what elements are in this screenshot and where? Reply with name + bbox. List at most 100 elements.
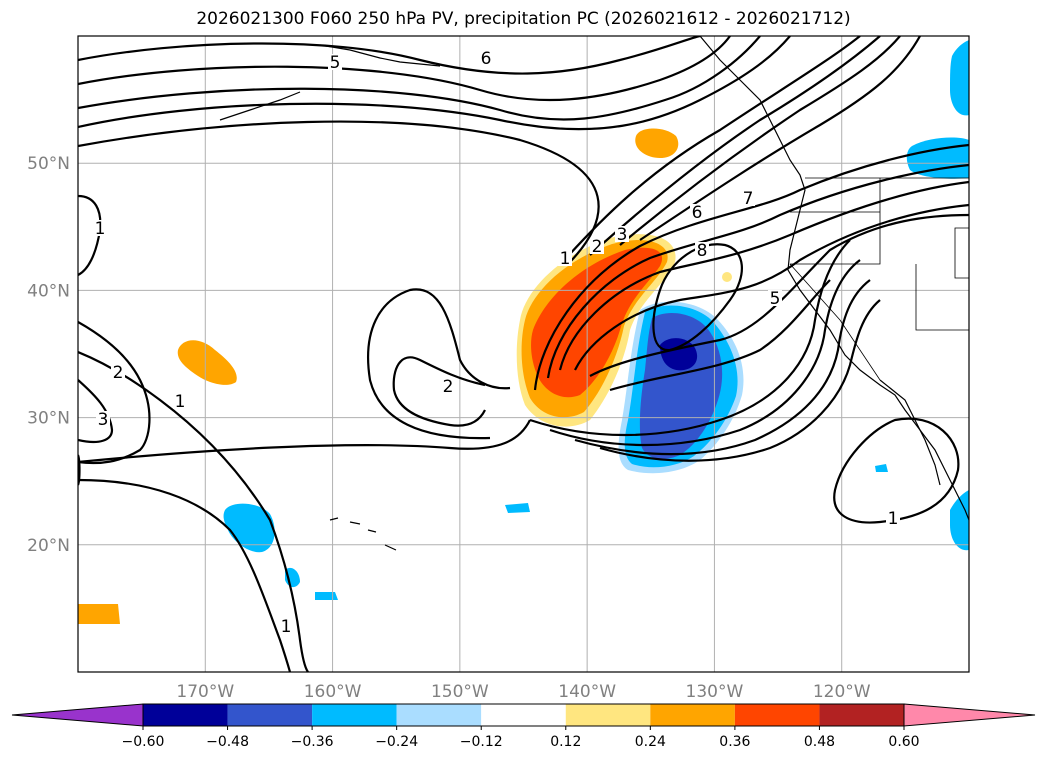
colorbar-segment [396, 704, 482, 726]
contour-label: 5 [330, 53, 341, 73]
contour-label: 6 [481, 49, 492, 69]
lon-label: 140°W [558, 682, 616, 702]
precip-blob-small [722, 272, 732, 282]
contour-label: 6 [692, 203, 703, 223]
colorbar-label: −0.60 [122, 734, 165, 750]
contour-label-bg [590, 238, 604, 254]
pv-contour [78, 120, 600, 263]
contour-label: 2 [113, 363, 124, 383]
precip-blob-neg-ne [950, 40, 969, 116]
pv-contour [78, 419, 531, 464]
lat-label: 20°N [27, 536, 70, 556]
contour-label-bg [695, 242, 709, 258]
precip-blob-west [177, 340, 237, 385]
contour-label: 2 [592, 237, 603, 257]
pv-contour [833, 417, 960, 524]
colorbar-segment [819, 704, 904, 726]
colorbar-label: −0.36 [291, 734, 334, 750]
pv-contour [78, 36, 761, 121]
contour-label-bg [690, 204, 704, 220]
pv-contour [549, 259, 861, 447]
colorbar-segment [734, 704, 820, 726]
precip-blob-gulf-alaska [635, 128, 679, 158]
pv-contour [559, 36, 861, 266]
political-borders [789, 177, 969, 381]
colorbar-segment [312, 704, 397, 726]
contour-label: 1 [281, 617, 292, 637]
lon-label: 130°W [686, 682, 744, 702]
coastline-baja [879, 379, 941, 486]
contour-label-bg [328, 54, 342, 70]
lat-label: 50°N [27, 154, 70, 174]
pv-contour [367, 288, 511, 440]
colorbar-segment [650, 704, 735, 726]
colorbar-frame [142, 703, 905, 727]
pv-contour [599, 299, 881, 462]
coastline-alaska-islands [219, 44, 441, 121]
pv-contour [78, 350, 309, 672]
pv-contour [78, 36, 791, 131]
lat-label: 40°N [27, 281, 70, 301]
contour-label-bg [96, 411, 110, 427]
contour-label: 8 [697, 241, 708, 261]
pv-contour [78, 478, 292, 672]
contour-label-bg [93, 220, 107, 236]
pv-contour [78, 321, 151, 465]
contour-label: 7 [743, 189, 754, 209]
colorbar-label: 0.60 [888, 734, 919, 750]
contour-label: 5 [770, 289, 781, 309]
pv-contour [392, 356, 486, 427]
pv-contour [574, 203, 969, 371]
pv-contour [546, 163, 969, 379]
lon-label: 160°W [304, 682, 362, 702]
longitude-labels: 170°W 160°W 150°W 140°W 130°W 120°W [176, 682, 870, 702]
contour-label-bg [111, 364, 125, 380]
contour-label: 1 [560, 249, 571, 269]
pv-contour [78, 36, 731, 102]
contour-label-bg [173, 393, 187, 409]
border-us-states [789, 178, 969, 381]
contour-label: 2 [443, 377, 454, 397]
contour-label: 3 [98, 410, 109, 430]
precip-blob-neg-4 [505, 503, 530, 513]
pv-contour [574, 279, 871, 456]
lon-label: 120°W [813, 682, 871, 702]
contour-label: 3 [617, 225, 628, 245]
contour-label-bg [479, 50, 493, 66]
latitude-labels: 20°N 30°N 40°N 50°N [27, 154, 70, 556]
precip-blob-neg-3 [315, 592, 338, 600]
coastlines [219, 36, 969, 551]
contour-label: 1 [175, 392, 186, 412]
pv-contour [529, 239, 851, 437]
figure-title: 2026021300 F060 250 hPa PV, precipitatio… [196, 9, 851, 29]
precip-blob-neg-small [875, 464, 888, 472]
pv-contour [619, 36, 901, 246]
lon-label: 170°W [176, 682, 234, 702]
colorbar: −0.60 −0.48 −0.36 −0.24 −0.12 0.12 0.24 0.36 0.4… [11, 703, 1036, 750]
colorbar-label: 0.12 [550, 734, 581, 750]
colorbar-extend-high [903, 703, 1036, 727]
colorbar-label: −0.48 [206, 734, 249, 750]
pv-contour [533, 143, 969, 391]
colorbar-segment [227, 704, 313, 726]
lon-label: 150°W [431, 682, 489, 702]
lat-label: 30°N [27, 409, 70, 429]
colorbar-extend-low [11, 703, 144, 727]
colorbar-segment [143, 704, 228, 726]
colorbar-segment [565, 704, 651, 726]
contour-label-bg [741, 190, 755, 206]
pv-contours [78, 36, 969, 672]
colorbar-label: 0.48 [804, 734, 835, 750]
coastline-north-america [699, 36, 969, 521]
precip-blob-far-west [78, 604, 120, 624]
pv-contour [558, 180, 969, 371]
pv-contour [589, 36, 881, 256]
contour-label-bg [886, 510, 900, 526]
contour-label-bg [615, 226, 629, 242]
contour-label: 1 [95, 219, 106, 239]
map-frame [77, 35, 970, 673]
pv-contour [78, 379, 114, 444]
contour-label: 1 [888, 509, 899, 529]
colorbar-label: 0.24 [635, 734, 666, 750]
precip-blob-neg-mexico [950, 490, 969, 551]
